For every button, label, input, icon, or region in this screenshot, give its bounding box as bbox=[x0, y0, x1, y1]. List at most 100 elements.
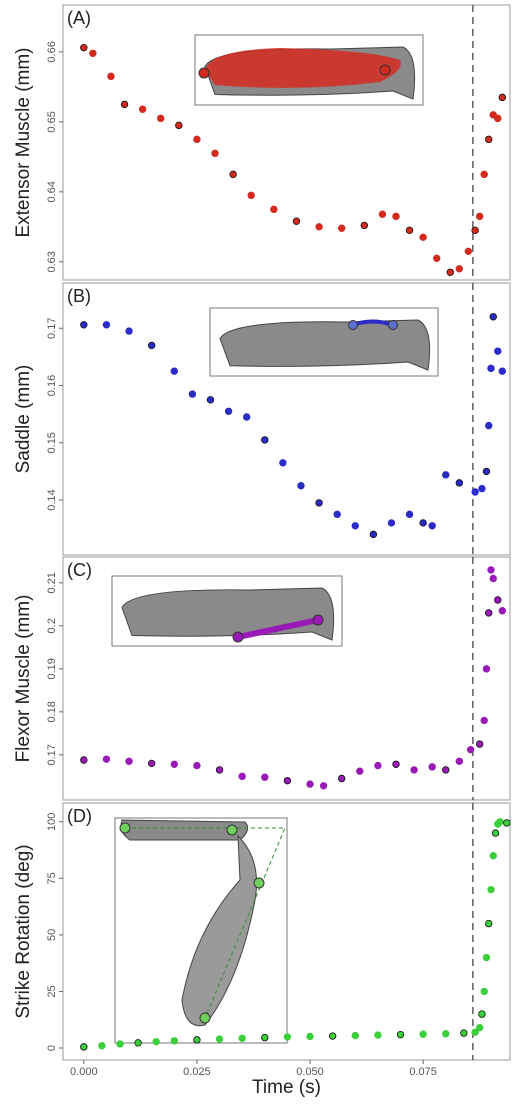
data-point bbox=[475, 740, 484, 748]
data-point bbox=[193, 135, 201, 144]
data-point bbox=[419, 519, 427, 527]
data-point bbox=[480, 987, 488, 996]
data-point bbox=[279, 459, 287, 467]
data-point bbox=[387, 519, 396, 527]
data-point bbox=[428, 763, 436, 771]
data-point bbox=[170, 367, 178, 375]
data-point bbox=[283, 776, 292, 785]
data-point bbox=[460, 1029, 468, 1037]
data-point bbox=[455, 265, 464, 273]
y-tick-label: 50 bbox=[46, 929, 58, 941]
data-point bbox=[351, 522, 359, 530]
data-point bbox=[378, 210, 387, 218]
data-point bbox=[471, 1028, 479, 1036]
data-point bbox=[138, 105, 147, 113]
y-tick-label: 25 bbox=[46, 985, 58, 997]
data-point bbox=[442, 766, 450, 774]
data-point bbox=[471, 488, 479, 496]
data-point bbox=[238, 772, 246, 781]
data-point bbox=[392, 212, 400, 221]
data-point bbox=[482, 953, 491, 962]
data-point bbox=[396, 1030, 405, 1039]
y-tick-label: 0.17 bbox=[46, 318, 58, 339]
data-point bbox=[261, 436, 269, 444]
data-point bbox=[319, 782, 328, 790]
data-point bbox=[455, 757, 464, 765]
data-point bbox=[464, 247, 473, 256]
data-point bbox=[498, 607, 507, 615]
data-point bbox=[478, 484, 486, 493]
data-point bbox=[494, 114, 502, 123]
data-point bbox=[170, 1037, 178, 1045]
data-point bbox=[120, 100, 129, 109]
data-point bbox=[475, 212, 484, 221]
panel-label: (B) bbox=[67, 286, 91, 306]
data-point bbox=[125, 757, 133, 765]
y-tick-label: 0.65 bbox=[46, 111, 58, 132]
data-point bbox=[480, 716, 488, 725]
panel-label: (A) bbox=[67, 8, 91, 28]
y-tick-label: 0.19 bbox=[46, 658, 58, 679]
data-point bbox=[471, 226, 479, 235]
x-tick-label: 0.025 bbox=[183, 1066, 211, 1078]
data-point bbox=[482, 665, 491, 673]
data-point bbox=[215, 1035, 224, 1043]
data-point bbox=[496, 818, 504, 826]
data-point bbox=[405, 510, 414, 519]
data-point bbox=[107, 72, 115, 81]
data-point bbox=[134, 1039, 142, 1047]
data-point bbox=[306, 780, 314, 788]
data-point bbox=[410, 766, 418, 774]
inset-image bbox=[194, 34, 424, 106]
data-point bbox=[297, 482, 305, 490]
data-point bbox=[489, 852, 497, 860]
data-point bbox=[102, 755, 111, 763]
data-point bbox=[193, 761, 201, 770]
data-point bbox=[487, 566, 495, 574]
data-point bbox=[482, 467, 491, 476]
data-point bbox=[333, 510, 341, 519]
data-point bbox=[315, 499, 323, 507]
y-tick-label: 0.14 bbox=[46, 489, 58, 510]
data-point bbox=[475, 1023, 484, 1032]
y-tick-label: 0.21 bbox=[46, 572, 58, 593]
data-point bbox=[206, 396, 215, 404]
data-point bbox=[242, 413, 251, 421]
data-point bbox=[306, 1032, 314, 1041]
inset-image bbox=[114, 817, 288, 1044]
data-point bbox=[442, 471, 450, 479]
x-tick-label: 0.075 bbox=[409, 1066, 437, 1078]
data-point bbox=[193, 1036, 201, 1044]
y-tick-label: 0.64 bbox=[46, 181, 58, 202]
data-point bbox=[315, 223, 323, 231]
data-point bbox=[478, 1010, 486, 1018]
data-point bbox=[337, 224, 346, 232]
data-point bbox=[147, 341, 156, 350]
data-point bbox=[455, 479, 464, 487]
data-point bbox=[487, 885, 495, 894]
data-point bbox=[211, 149, 219, 158]
data-point bbox=[487, 364, 495, 373]
data-point bbox=[489, 313, 497, 321]
inset-image bbox=[209, 307, 439, 377]
data-point bbox=[175, 121, 183, 130]
data-point bbox=[215, 766, 224, 774]
data-point bbox=[433, 254, 441, 263]
data-point bbox=[360, 221, 369, 230]
y-tick-label: 0.17 bbox=[46, 744, 58, 765]
panel-label: (C) bbox=[67, 560, 92, 580]
data-point bbox=[229, 170, 237, 179]
y-axis-label: Extensor Muscle (mm) bbox=[13, 47, 34, 237]
data-point bbox=[351, 1031, 359, 1040]
data-point bbox=[485, 421, 493, 430]
data-point bbox=[270, 205, 278, 214]
data-point bbox=[494, 347, 502, 355]
data-point bbox=[356, 767, 364, 775]
data-point bbox=[188, 390, 197, 398]
data-point bbox=[152, 1037, 160, 1046]
y-axis-label: Strike Rotation (deg) bbox=[13, 844, 34, 1018]
data-point bbox=[247, 191, 255, 200]
data-point bbox=[503, 819, 511, 827]
data-point bbox=[419, 1030, 427, 1038]
